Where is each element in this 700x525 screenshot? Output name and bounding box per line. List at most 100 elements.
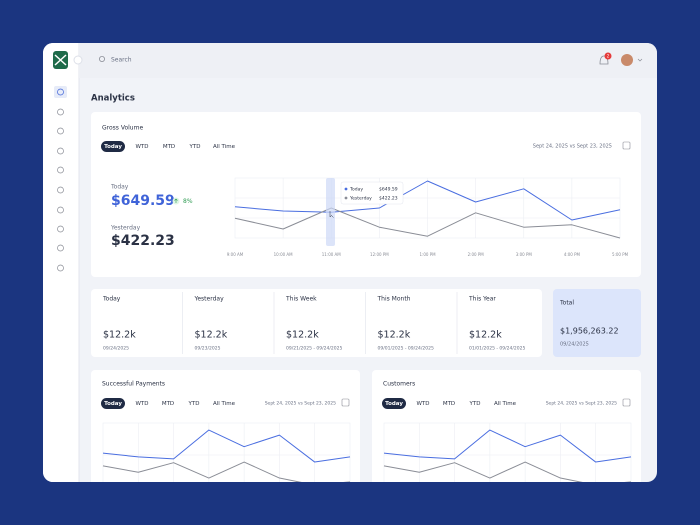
x-tick-label: 10:00 AM <box>274 252 294 257</box>
nav-icon[interactable] <box>57 264 64 272</box>
tab-active[interactable] <box>382 398 406 409</box>
tooltip-value: $649.59 <box>379 187 398 193</box>
nav-icon[interactable] <box>57 186 64 194</box>
calendar-icon[interactable] <box>622 141 631 150</box>
nav-icon[interactable] <box>57 244 64 252</box>
notification-count: 2 <box>607 53 610 58</box>
tab-active[interactable] <box>101 398 125 409</box>
series-line <box>383 429 632 463</box>
nav-icon[interactable] <box>57 88 64 96</box>
tab[interactable]: All Time <box>213 144 236 150</box>
chart-card <box>91 370 360 482</box>
date-range[interactable]: Sept 24, 2025 vs Sept 23, 2025 <box>533 144 612 150</box>
tab[interactable]: YTD <box>188 401 200 407</box>
stat-label: This Week <box>285 296 317 303</box>
card-title: Gross Volume <box>102 125 143 132</box>
stat-date: 09/23/2025 <box>195 346 221 352</box>
tooltip-value: $422.23 <box>379 196 398 202</box>
search-input[interactable]: Search <box>111 57 132 64</box>
card-title: Customers <box>383 381 415 388</box>
tab[interactable]: Today <box>104 401 122 407</box>
total-value: $1,956,263.22 <box>560 327 619 336</box>
search-icon <box>99 56 106 63</box>
sidebar <box>43 43 79 482</box>
app-window: Search 2 Analytics Gross Volume Sept 24,… <box>43 43 657 482</box>
chart-tooltip: Today $649.59 Yesterday $422.23 <box>329 181 404 218</box>
tab[interactable]: YTD <box>469 401 481 407</box>
total-card <box>553 289 641 357</box>
logo-mark <box>54 54 67 66</box>
nav-icon[interactable] <box>57 225 64 233</box>
stat-date: 09/24/2025 <box>103 346 129 352</box>
stat-label: This Month <box>377 296 411 303</box>
tooltip-label: Today <box>349 187 363 193</box>
series-line <box>383 461 632 482</box>
calendar-icon[interactable] <box>341 398 350 407</box>
tooltip-swatch <box>344 187 348 191</box>
series-line <box>234 180 621 221</box>
stat-value: $12.2k <box>378 330 411 341</box>
stat-date: 09/21/2025 - 09/24/2025 <box>286 346 342 352</box>
tab[interactable]: MTD <box>162 401 174 407</box>
tab[interactable]: WTD <box>416 401 429 407</box>
today-label: Today <box>110 184 129 191</box>
x-tick-label: 4:00 PM <box>564 252 581 257</box>
notification-badge <box>604 52 612 60</box>
nav-icon[interactable] <box>57 166 64 174</box>
page-title: Analytics <box>91 94 135 104</box>
total-label: Total <box>559 300 574 307</box>
tab[interactable]: All Time <box>213 401 236 407</box>
avatar-menu[interactable] <box>637 58 643 62</box>
stat-value: $12.2k <box>286 330 319 341</box>
calendar-icon[interactable] <box>622 398 631 407</box>
tab-active[interactable] <box>101 141 125 152</box>
series-line <box>102 461 351 482</box>
notification-bell[interactable] <box>599 55 609 65</box>
x-tick-label: 2:00 PM <box>468 252 485 257</box>
stat-label: This Year <box>468 296 496 303</box>
stat-label: Yesterday <box>194 296 225 303</box>
tab[interactable]: MTD <box>163 144 175 150</box>
tooltip-swatch <box>344 196 348 200</box>
tooltip-bg <box>340 181 404 205</box>
x-tick-label: 1:00 PM <box>419 252 436 257</box>
nav-active-bg <box>54 86 67 98</box>
yesterday-value: $422.23 <box>111 233 175 249</box>
tab[interactable]: All Time <box>494 401 517 407</box>
tab[interactable]: MTD <box>443 401 455 407</box>
stat-date: 09/01/2025 - 09/24/2025 <box>378 346 434 352</box>
x-tick-label: 9:00 AM <box>227 252 244 257</box>
stat-label: Today <box>102 296 121 303</box>
tab[interactable]: WTD <box>135 144 148 150</box>
tab[interactable]: WTD <box>135 401 148 407</box>
series-line <box>234 207 621 239</box>
tab[interactable]: Today <box>385 401 403 407</box>
stat-date: 01/01/2025 - 09/24/2025 <box>469 346 525 352</box>
collapse-button[interactable] <box>73 55 83 65</box>
change-arrow <box>174 198 178 203</box>
x-tick-label: 12:00 PM <box>370 252 389 257</box>
nav-icon[interactable] <box>57 206 64 214</box>
nav-icon[interactable] <box>57 147 64 155</box>
card-title: Successful Payments <box>102 381 165 388</box>
chart-card <box>372 370 641 482</box>
stats-card <box>91 289 542 357</box>
nav-icon[interactable] <box>57 127 64 135</box>
cursor <box>329 211 334 218</box>
x-tick-label: 11:00 AM <box>322 252 342 257</box>
stat-value: $12.2k <box>195 330 228 341</box>
stat-value: $12.2k <box>469 330 502 341</box>
tab[interactable]: Today <box>104 144 122 150</box>
tooltip-label: Yesterday <box>349 196 372 202</box>
yesterday-label: Yesterday <box>110 225 141 232</box>
date-range[interactable]: Sept 24, 2025 vs Sept 23, 2025 <box>546 401 617 407</box>
x-tick-label: 3:00 PM <box>516 252 533 257</box>
x-tick-label: 5:00 PM <box>612 252 629 257</box>
total-date: 09/24/2025 <box>560 342 589 348</box>
nav-icon[interactable] <box>57 108 64 116</box>
tab[interactable]: YTD <box>189 144 201 150</box>
avatar[interactable] <box>621 54 633 66</box>
date-range[interactable]: Sept 24, 2025 vs Sept 23, 2025 <box>265 401 336 407</box>
